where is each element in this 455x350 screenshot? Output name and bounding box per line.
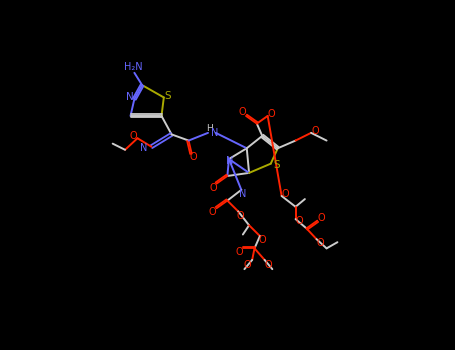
Text: N: N [211,128,218,138]
Text: H₂N: H₂N [123,62,142,72]
Text: O: O [296,216,303,226]
Text: O: O [209,207,217,217]
Text: S: S [273,160,279,170]
Text: N: N [140,143,147,153]
Text: N: N [239,189,247,199]
Text: O: O [317,214,325,223]
Text: O: O [258,235,266,245]
Text: S: S [164,91,171,101]
Text: O: O [189,153,197,162]
Text: O: O [265,260,272,270]
Text: O: O [268,108,275,119]
Text: H: H [206,124,213,133]
Text: O: O [244,260,251,270]
Text: N: N [226,156,233,166]
Text: O: O [317,238,324,248]
Text: O: O [235,247,243,257]
Text: O: O [129,131,136,141]
Text: O: O [282,189,289,199]
Text: N: N [126,92,134,103]
Text: O: O [210,183,217,193]
Text: O: O [311,126,319,135]
Text: O: O [238,107,246,117]
Text: O: O [237,211,244,221]
